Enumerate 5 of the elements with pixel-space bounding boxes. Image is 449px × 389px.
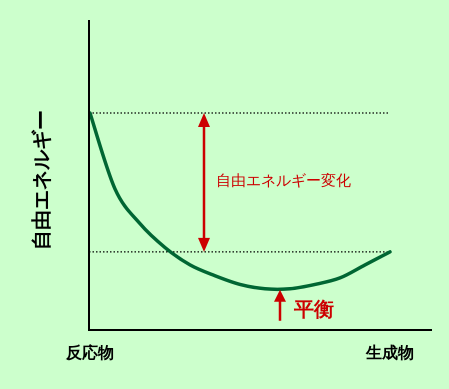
annotation: 平衡 — [294, 296, 334, 321]
ylabel: 自由エネルギー — [29, 110, 53, 250]
xtick: 反応物 — [66, 343, 114, 362]
annotation: 自由エネルギー変化 — [216, 171, 351, 190]
xtick: 生成物 — [366, 343, 414, 362]
